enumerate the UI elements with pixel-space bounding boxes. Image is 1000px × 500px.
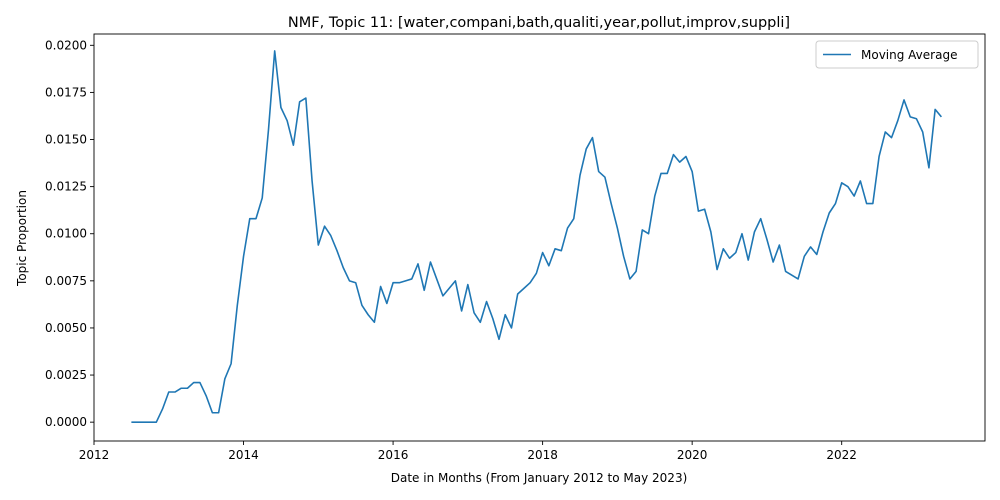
y-tick-label: 0.0200 — [45, 38, 87, 52]
y-axis-title: Topic Proportion — [15, 190, 29, 287]
y-tick-label: 0.0000 — [45, 415, 87, 429]
legend: Moving Average — [815, 40, 979, 69]
chart-title: NMF, Topic 11: [water,compani,bath,quali… — [288, 15, 790, 31]
x-tick-label: 2020 — [677, 448, 708, 462]
x-tick-label: 2018 — [527, 448, 558, 462]
legend-label: Moving Average — [861, 48, 957, 62]
y-tick-label: 0.0050 — [45, 321, 87, 335]
y-tick-label: 0.0075 — [45, 274, 87, 288]
series-layer — [131, 50, 942, 423]
x-tick-label: 2012 — [79, 448, 110, 462]
plot-frame — [93, 33, 986, 442]
y-tick-label: 0.0025 — [45, 368, 87, 382]
y-tick-label: 0.0100 — [45, 227, 87, 241]
x-tick-label: 2014 — [228, 448, 259, 462]
series-line-moving-average — [131, 50, 942, 423]
legend-box — [815, 40, 979, 69]
x-tick-label: 2022 — [826, 448, 857, 462]
y-axis: 0.0000 0.0025 0.0050 0.0075 0.0100 0.0125 0.01… — [45, 38, 94, 429]
y-tick-label: 0.0150 — [45, 133, 87, 147]
x-axis: 2012 2014 2016 2018 2020 2022 — [79, 441, 857, 462]
y-tick-label: 0.0125 — [45, 180, 87, 194]
x-tick-label: 2016 — [378, 448, 409, 462]
x-axis-title: Date in Months (From January 2012 to May… — [391, 471, 688, 485]
y-tick-label: 0.0175 — [45, 85, 87, 99]
